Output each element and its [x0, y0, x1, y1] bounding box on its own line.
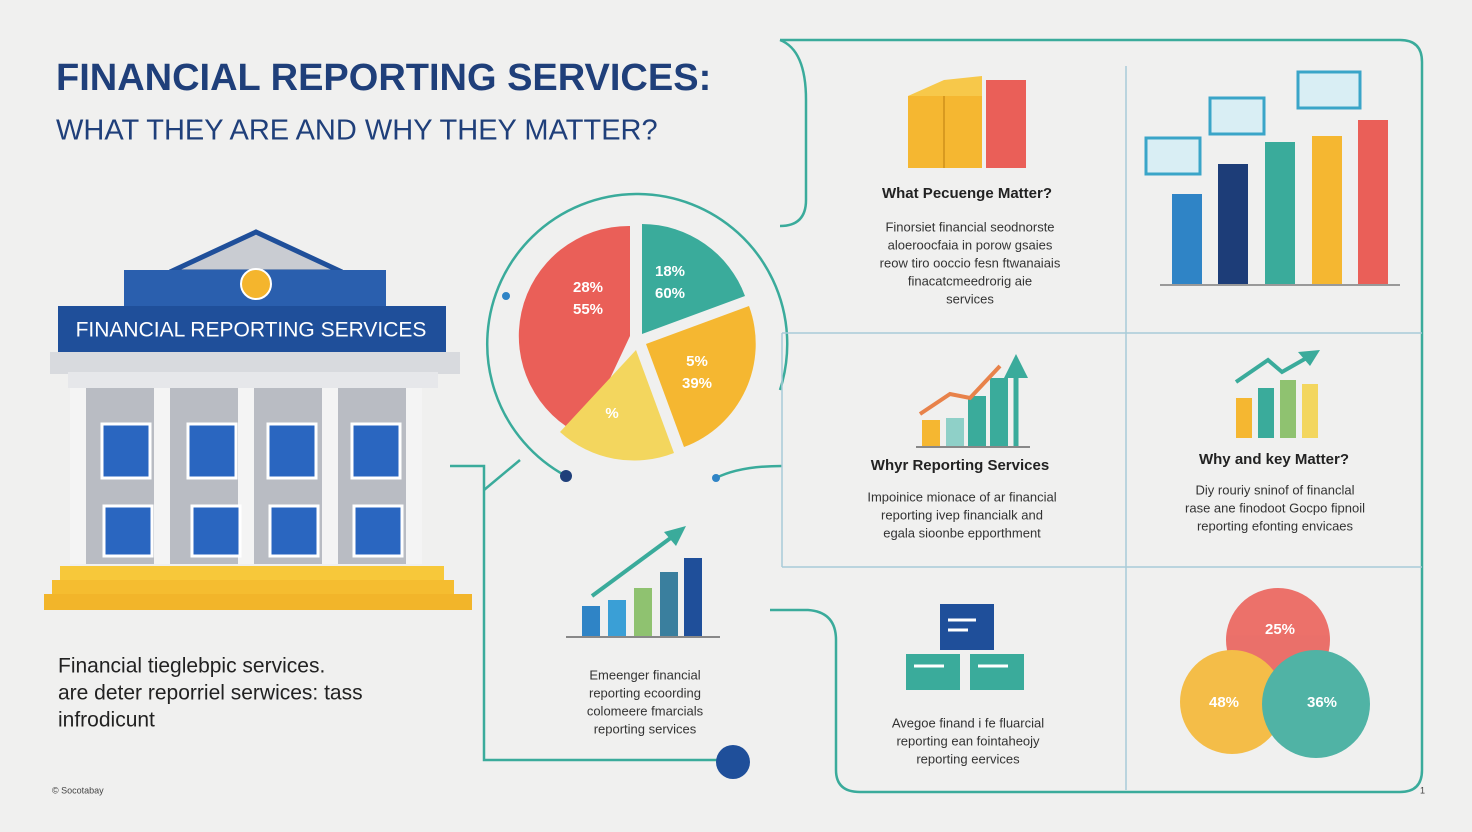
footer-credit: © Socotabay — [52, 785, 104, 795]
venn-label: 36% — [1307, 694, 1337, 711]
pie — [518, 224, 756, 461]
panel-body: reow tiro ooccio fesn ftwanaiais — [880, 255, 1061, 270]
pie-label: 55% — [573, 301, 603, 318]
pie-label: 28% — [573, 279, 603, 296]
trend-icon — [1234, 350, 1320, 438]
center-line: colomeere fmarcials — [587, 703, 704, 718]
title: FINANCIAL REPORTING SERVICES: — [56, 57, 711, 99]
panel-body: aloeroocfaia in porow gsaies — [888, 237, 1053, 252]
pie-label: 18% — [655, 263, 685, 280]
venn-label: 48% — [1209, 694, 1239, 711]
pie-label: 5% — [686, 353, 708, 370]
pie-label: 39% — [682, 375, 712, 392]
panel-body: egala sioonbe epporthment — [883, 525, 1041, 540]
panel-body: reporting eervices — [916, 751, 1020, 766]
panel-heading: Why and key Matter? — [1199, 451, 1349, 468]
panel-body: finacatcmeedrorig aie — [908, 273, 1032, 288]
venn-label: 25% — [1265, 621, 1295, 638]
blocks-icon — [906, 604, 1024, 690]
building-sign: FINANCIAL REPORTING SERVICES — [76, 319, 427, 342]
panel-body: reporting efonting envicaes — [1197, 518, 1354, 533]
intro-line: Financial tieglebpic services. — [58, 655, 325, 678]
panel-body: Avegoe finand i fe fluarcial — [892, 715, 1044, 730]
panel-heading: What Pecuenge Matter? — [882, 185, 1052, 202]
page-number: 1 — [1420, 785, 1425, 795]
intro-line: are deter reporriel serwices: tass — [58, 682, 363, 705]
dot — [716, 745, 750, 779]
building — [44, 229, 472, 610]
subtitle: WHAT THEY ARE AND WHY THEY MATTER? — [56, 115, 658, 147]
dot — [560, 470, 572, 482]
center-line: Emeenger financial — [589, 667, 700, 682]
dot — [712, 474, 720, 482]
panel-body: Finorsiet financial seodnorste — [885, 219, 1054, 234]
pie-label: % — [605, 405, 618, 422]
pie-label: 60% — [655, 285, 685, 302]
center-line: reporting ecoording — [589, 685, 701, 700]
panel-heading: Whyr Reporting Services — [871, 457, 1049, 474]
panel-body: rase ane finodoot Gocpo fipnoil — [1185, 500, 1365, 515]
trend-icon — [916, 354, 1030, 448]
panel-body: services — [946, 291, 994, 306]
panel-body: Diy rouriy sninof of financlal — [1196, 482, 1355, 497]
panel-grid — [781, 66, 1422, 790]
center-line: reporting services — [594, 721, 697, 736]
intro-line: infrodicunt — [58, 709, 155, 732]
panel-body: reporting ivep financialk and — [881, 507, 1043, 522]
panel-body: Impoinice mionace of ar financial — [867, 489, 1056, 504]
dot — [502, 292, 510, 300]
growth-icon — [566, 526, 720, 638]
book-icon — [908, 76, 1026, 168]
connectors — [450, 38, 1424, 794]
venn — [1180, 588, 1370, 758]
bars-icon — [1144, 70, 1400, 286]
panel-body: reporting ean fointaheojy — [896, 733, 1040, 748]
